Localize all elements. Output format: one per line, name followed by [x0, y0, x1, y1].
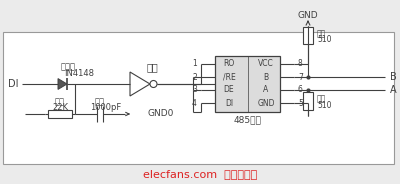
Text: 5: 5 — [298, 98, 303, 107]
Text: 22K: 22K — [52, 103, 68, 112]
Bar — [215, 56, 280, 112]
Polygon shape — [58, 79, 67, 89]
Text: 非门: 非门 — [146, 62, 158, 72]
Text: 电阻: 电阻 — [317, 95, 326, 103]
Text: A: A — [263, 86, 269, 95]
Bar — [303, 27, 313, 44]
Text: 8: 8 — [298, 59, 303, 68]
Text: 510: 510 — [317, 100, 332, 109]
Text: DI: DI — [225, 98, 233, 107]
Text: 7: 7 — [298, 72, 303, 82]
Text: RO: RO — [223, 59, 235, 68]
Text: GND: GND — [298, 11, 318, 20]
Bar — [3, 32, 394, 164]
Polygon shape — [130, 72, 150, 96]
Bar — [48, 110, 72, 118]
Text: 二极管: 二极管 — [60, 63, 76, 72]
Text: GND0: GND0 — [148, 109, 174, 118]
Text: DI: DI — [8, 79, 18, 89]
Text: 4: 4 — [192, 98, 197, 107]
Text: elecfans.com  电子发烧友: elecfans.com 电子发烧友 — [143, 169, 257, 179]
Circle shape — [150, 81, 157, 88]
Text: 485芜片: 485芜片 — [234, 116, 262, 125]
Text: 3: 3 — [192, 86, 197, 95]
Text: B: B — [390, 72, 397, 82]
Text: A: A — [390, 85, 397, 95]
Text: 2: 2 — [192, 72, 197, 82]
Text: 1: 1 — [192, 59, 197, 68]
Text: 电阻: 电阻 — [55, 98, 65, 107]
Text: VCC: VCC — [258, 59, 274, 68]
Text: GND: GND — [257, 98, 275, 107]
Text: B: B — [264, 72, 268, 82]
Text: IN4148: IN4148 — [64, 68, 94, 77]
Text: 电阻: 电阻 — [317, 29, 326, 38]
Text: DE: DE — [224, 86, 234, 95]
Bar — [303, 92, 313, 110]
Text: /RE: /RE — [223, 72, 235, 82]
Text: 电容: 电容 — [95, 98, 105, 107]
Text: 1000pF: 1000pF — [90, 103, 122, 112]
Text: 510: 510 — [317, 35, 332, 44]
Text: 6: 6 — [298, 86, 303, 95]
